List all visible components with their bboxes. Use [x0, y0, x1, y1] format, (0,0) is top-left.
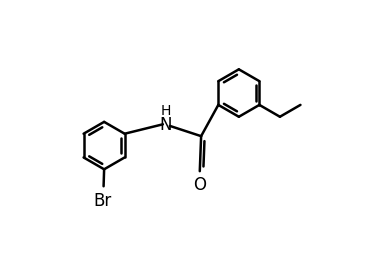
Text: H: H	[160, 104, 171, 118]
Text: Br: Br	[94, 192, 112, 210]
Text: O: O	[193, 176, 206, 194]
Text: N: N	[160, 116, 172, 134]
